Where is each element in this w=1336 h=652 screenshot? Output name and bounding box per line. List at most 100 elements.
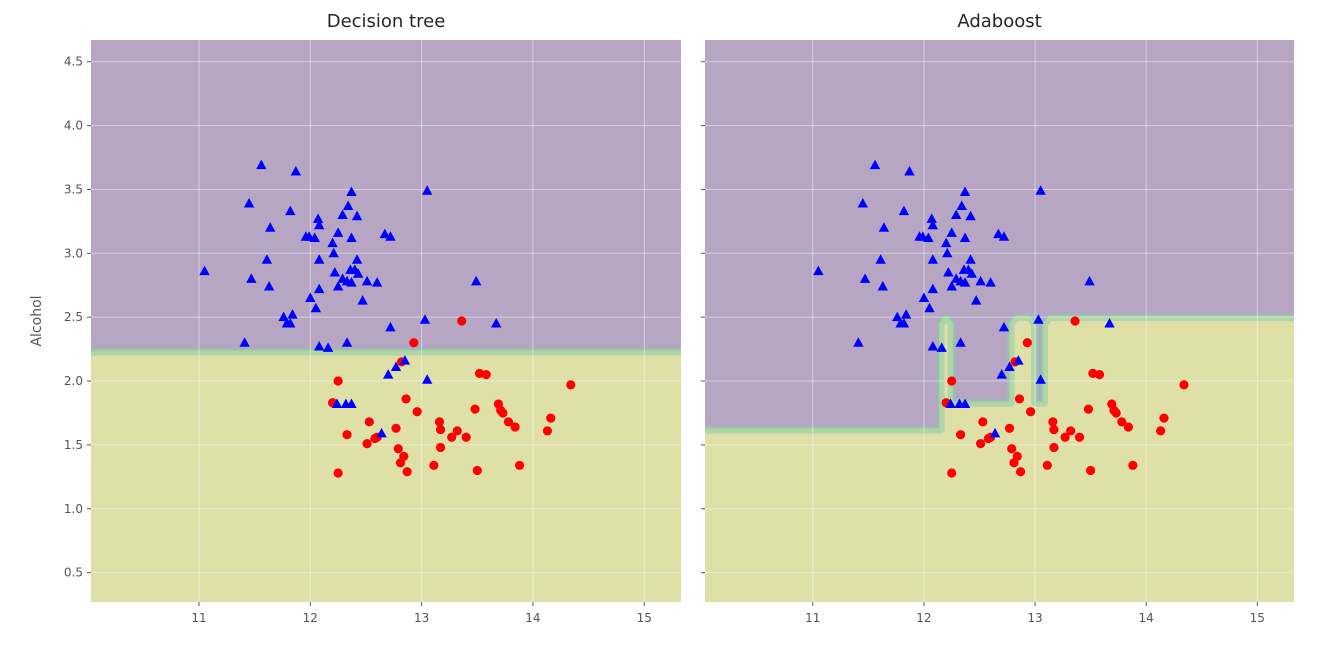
adaboost-class0-point [1104,318,1115,328]
adaboost-class0-point [998,321,1010,332]
adaboost-class1-point [1159,413,1169,423]
decision-tree-class1-point [546,413,556,423]
decision-tree-x-tick-label: 12 [303,611,318,625]
decision-tree-class0-point [346,232,357,242]
decision-tree-y-tick-label: 3.0 [64,246,83,260]
adaboost-class0-point [989,427,1001,438]
decision-tree-class0-point [337,209,348,219]
adaboost-class0-point [1035,185,1046,195]
decision-tree-class0-point [376,427,387,438]
decision-tree-class0-point [243,197,255,208]
decision-tree-class0-point [263,281,275,291]
decision-tree-class1-point [333,468,343,478]
decision-tree-class0-point [346,186,357,196]
decision-tree-class0-point [265,222,276,232]
decision-tree-x-tick-label: 14 [525,611,540,625]
adaboost-class0-point [959,277,971,287]
adaboost-class0-point [1013,355,1024,365]
decision-tree-class0-point [239,337,250,347]
adaboost-class0-point [959,232,971,242]
adaboost-class0-point [996,369,1007,379]
adaboost-class1-point [1179,380,1189,390]
decision-tree-y-tick-label: 4.5 [64,55,83,69]
adaboost-class0-point [965,254,976,264]
decision-tree-class1-point [481,370,491,380]
decision-tree-class0-point [256,159,267,170]
adaboost-class0-point [955,337,966,347]
adaboost-class1-point [956,430,966,440]
adaboost-class0-point [1004,361,1015,371]
decision-tree-class0-point [290,166,302,176]
decision-tree-class0-point [383,369,394,379]
adaboost-class0-point [918,292,930,303]
decision-tree-class1-point [342,430,352,440]
adaboost-class0-point [959,186,971,196]
adaboost-class0-point [946,227,957,237]
decision-tree-class0-point [332,281,344,291]
adaboost-class1-point [1128,460,1138,470]
decision-tree-class0-point [322,342,334,352]
adaboost-class0-point [966,268,977,278]
decision-tree-class0-point [346,277,357,287]
decision-tree-class0-point [327,237,338,248]
decision-tree-class1-point [333,376,343,386]
adaboost-class0-point [946,281,957,291]
decision-tree-x-tick-label: 13 [414,611,429,625]
adaboost-class1-point [1012,451,1022,461]
decision-tree-class0-point [312,213,324,223]
decision-tree-class1-point [498,408,508,418]
decision-tree-x-tick-label: 15 [637,611,652,625]
decision-tree-class1-point [461,432,471,442]
adaboost-class0-point [892,311,903,322]
decision-tree-class1-point [470,404,480,414]
adaboost-class0-point [936,342,947,352]
adaboost-class1-point [947,376,957,386]
adaboost-class0-point [923,232,934,242]
decision-tree-class0-point [491,318,502,328]
decision-tree-class0-point [305,292,316,303]
adaboost-class0-point [875,254,886,264]
decision-tree-class1-point [472,465,482,476]
decision-tree-class1-point [514,460,525,470]
decision-tree-class1-point [457,316,467,326]
adaboost-x-tick-label: 15 [1250,611,1265,625]
decision-tree-class1-point [447,432,457,442]
adaboost-class1-point [1094,370,1105,380]
decision-tree-class0-point [351,210,363,221]
adaboost-class0-point [813,265,824,276]
decision-tree-class1-point [429,460,439,470]
decision-tree-class0-point [419,314,431,324]
decision-tree-class0-point [385,321,396,332]
decision-tree-class0-point [285,205,296,216]
decision-tree-class1-point [435,442,446,453]
decision-tree-class0-point [342,200,354,211]
adaboost-x-tick-label: 13 [1027,611,1042,625]
adaboost-class1-point [1156,426,1166,436]
decision-tree-class1-point [364,417,374,427]
adaboost-class1-point [1022,338,1032,348]
adaboost-class1-point [1123,422,1134,432]
decision-tree-class1-point [542,426,553,436]
decision-tree-class0-point [246,273,257,283]
decision-tree-y-tick-label: 1.5 [64,438,83,452]
adaboost-class1-point [976,439,986,449]
decision-tree-class1-point [566,380,576,390]
adaboost-class0-point [943,266,954,277]
decision-tree-class0-point [329,266,340,277]
decision-tree-class1-point [399,451,409,461]
adaboost-decision-boundary [705,315,1294,432]
adaboost-class0-point [898,318,910,328]
adaboost-x-tick-label: 14 [1139,611,1154,625]
adaboost-class1-point [1004,423,1015,433]
decision-tree-y-tick-label: 0.5 [64,566,83,580]
decision-tree-class0-point [470,275,482,286]
adaboost-class0-point [965,210,976,221]
adaboost-panel: 11 12 13 14 15 Adaboost [701,11,1294,625]
adaboost-class1-point [1042,460,1052,470]
decision-tree-class0-point [199,265,210,276]
adaboost-class1-point [1026,407,1036,417]
adaboost-class1-point [1016,467,1026,477]
decision-tree-class0-point [328,247,339,258]
adaboost-class1-point [978,417,988,427]
decision-tree-class0-point [352,268,364,278]
